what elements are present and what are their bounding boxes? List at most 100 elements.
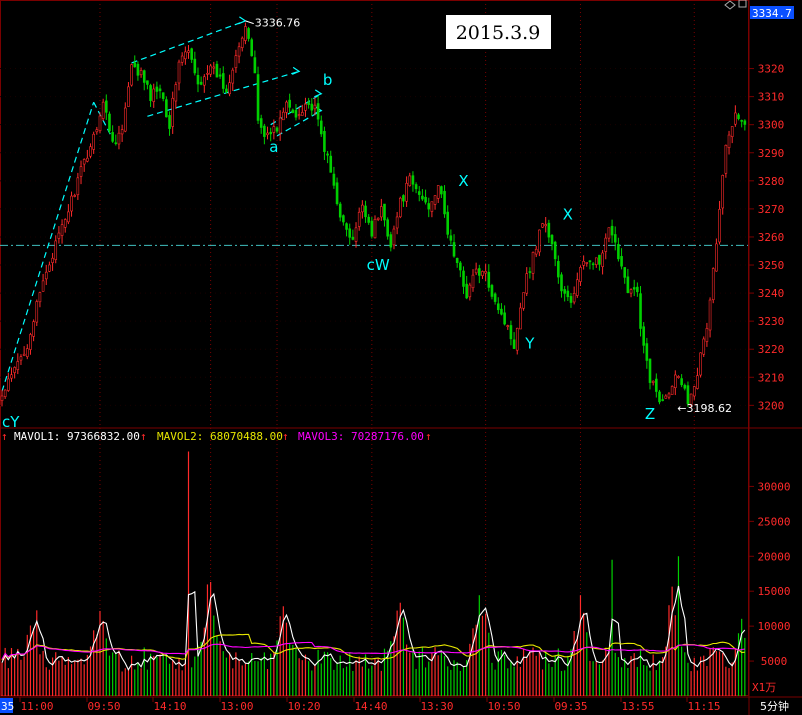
candle-body (718, 209, 721, 243)
candle-body (639, 293, 642, 329)
candle-body (294, 110, 298, 118)
candle-body (180, 55, 184, 63)
window-icon[interactable] (738, 0, 747, 8)
candle-body (692, 386, 696, 397)
candle-body (538, 229, 541, 253)
candle-body (427, 203, 431, 210)
trend-line (131, 20, 246, 64)
candle-body (86, 157, 89, 162)
candle-body (705, 328, 709, 342)
candle-body (272, 126, 276, 133)
candle-body (215, 63, 219, 78)
candle-body (544, 224, 547, 227)
candle-body (357, 211, 361, 227)
candle-body (263, 125, 266, 137)
candles (0, 22, 747, 408)
candle-body (500, 308, 503, 315)
candle-body (699, 352, 702, 376)
candle-body (329, 155, 333, 173)
candle-body (424, 196, 427, 203)
candle-body (206, 72, 209, 75)
candle-body (408, 175, 412, 187)
volume-panel (1, 451, 746, 696)
time-tick-label: 13:55 (621, 700, 654, 713)
candle-body (351, 236, 355, 240)
volume-unit-label: X1万 (752, 681, 776, 694)
candle-body (380, 206, 383, 218)
candle-body (727, 134, 731, 148)
candle-body (101, 101, 105, 119)
time-tick-label: 11:15 (687, 700, 720, 713)
wave-label: X (458, 172, 468, 190)
candle-body (184, 51, 187, 60)
candle-body (152, 88, 156, 102)
candle-body (626, 276, 630, 293)
candle-body (711, 268, 715, 301)
candle-body (348, 228, 352, 238)
time-tick-label: 10:50 (487, 700, 520, 713)
candle-body (673, 374, 677, 388)
wave-label: b (323, 71, 333, 89)
candle-body (601, 252, 604, 267)
high-pointer (245, 20, 254, 25)
mavol1-label: MAVOL1: 97366832.00 (14, 430, 140, 443)
candle-body (506, 325, 510, 327)
mavol3-line (1, 641, 745, 660)
candle-body (193, 58, 197, 74)
candle-body (209, 65, 212, 75)
candle-body (702, 338, 706, 355)
time-tick-label: 11:00 (20, 700, 53, 713)
candle-body (57, 232, 61, 239)
price-tick-label: 3310 (758, 91, 785, 104)
candle-body (509, 325, 513, 340)
candle-body (326, 153, 329, 156)
candle-body (525, 273, 529, 294)
candle-body (569, 296, 573, 303)
wave-label: X (563, 206, 573, 224)
legend-arrow-icon: ↑ (1, 430, 8, 443)
candle-body (452, 242, 456, 257)
candle-body (683, 384, 687, 389)
time-tick-label: 13:30 (420, 700, 453, 713)
candle-body (250, 39, 254, 57)
candle-body (244, 26, 247, 41)
candle-body (490, 285, 494, 297)
candle-body (171, 97, 174, 127)
time-tick-label: 13:00 (220, 700, 253, 713)
candle-body (345, 223, 348, 230)
candle-body (471, 274, 475, 289)
candle-body (332, 173, 336, 186)
candle-body (436, 185, 440, 199)
candle-body (16, 361, 20, 370)
candle-body (67, 211, 70, 223)
candle-body (620, 256, 623, 267)
candle-body (478, 268, 481, 276)
time-stub: 35 (1, 700, 14, 713)
candle-body (98, 115, 102, 132)
candle-body (677, 376, 680, 378)
wave-label: a (269, 138, 278, 156)
candle-body (269, 131, 272, 135)
candle-body (414, 184, 418, 190)
candle-body (446, 211, 450, 235)
candle-body (149, 85, 152, 101)
candle-body (48, 264, 51, 272)
current-price-text: 3334.7 (752, 7, 792, 20)
candle-body (689, 393, 693, 407)
candle-body (0, 395, 4, 401)
candle-body (557, 261, 560, 278)
candle-body (642, 326, 645, 346)
candle-body (38, 292, 42, 303)
date-label-box (446, 15, 551, 49)
time-tick-label: 14:10 (153, 700, 186, 713)
candle-body (82, 159, 86, 165)
candle-body (496, 303, 500, 311)
candle-body (465, 283, 468, 299)
candle-body (60, 224, 64, 236)
candle-body (253, 57, 257, 74)
candle-body (108, 113, 111, 132)
interval-label[interactable]: 5分钟 (760, 699, 789, 713)
diamond-icon[interactable] (724, 0, 736, 10)
candle-body (282, 111, 285, 121)
candle-body (168, 115, 171, 129)
